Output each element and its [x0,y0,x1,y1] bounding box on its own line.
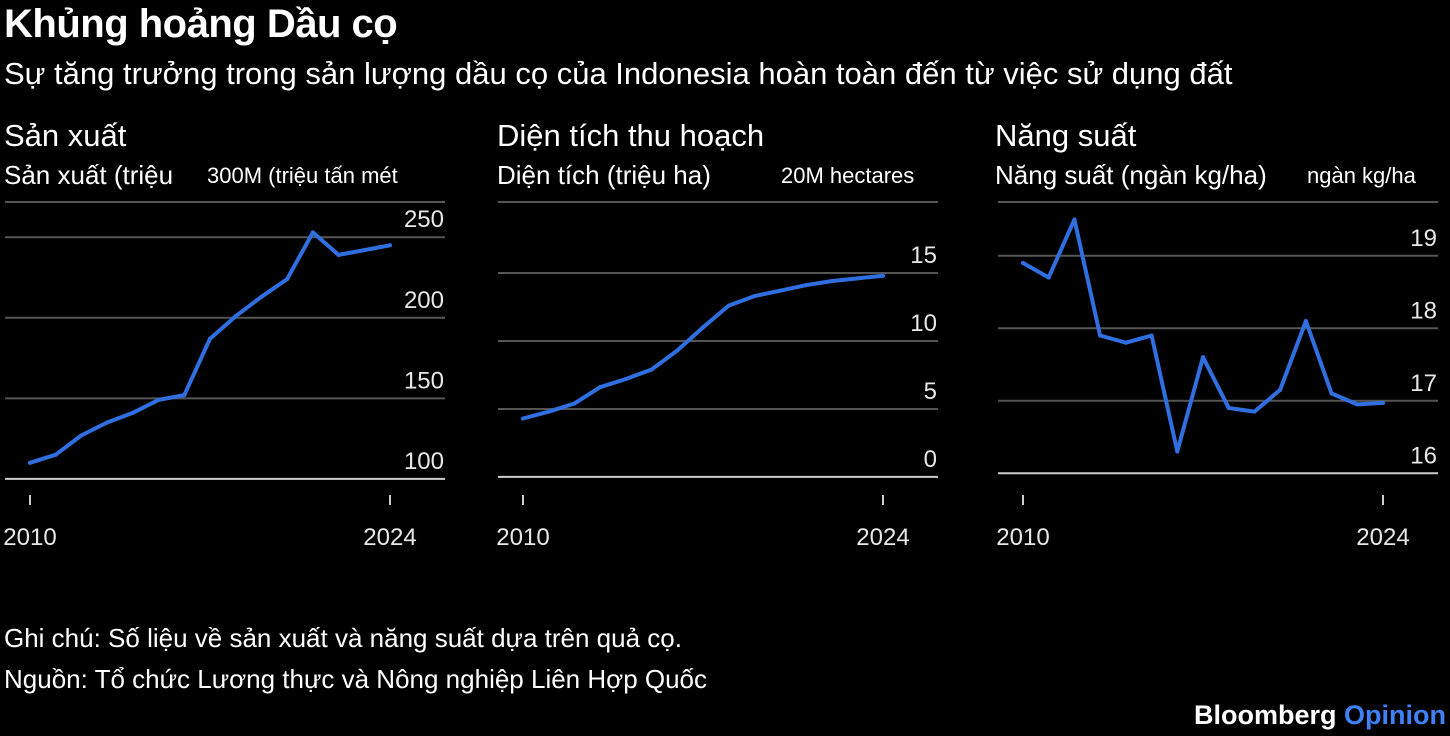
yield-y-tick-label: 18 [1410,297,1437,324]
production-data-point [362,248,367,253]
production-data-point [259,294,264,299]
production-series-line [28,230,392,465]
yield-data-point [1329,391,1334,396]
yield-data-point [1252,409,1257,414]
brand-accent: Opinion [1344,700,1446,730]
production-data-point [28,460,32,465]
panel-axis-unit-production: 300M (triệu tấn mét [207,163,398,188]
production-chart: 100 150 200 250 2010 2024 [3,201,445,551]
harvested-area-y-tick-label: 15 [910,242,937,269]
harvested-area-data-point [649,367,654,372]
panel-axis-unit-yield: ngàn kg/ha [1307,163,1416,188]
yield-data-point [1303,319,1308,323]
harvested-area-data-point [598,385,603,390]
production-y-tick-label: 150 [404,367,444,394]
production-y-tick-label: 200 [404,287,444,314]
production-data-point [182,393,187,398]
production-data-point [156,397,161,402]
panel-axis-unit-harvested-area: 20M hectares [781,163,915,188]
harvested-area-y-tick-label: 5 [924,378,937,405]
yield-data-point [1278,387,1283,392]
yield-data-point [1355,402,1360,407]
production-data-point [208,336,212,341]
production-data-point [53,452,58,457]
production-y-tick-label: 250 [404,206,444,233]
panel-unit-harvested-area: Diện tích (triệu ha) [497,160,711,190]
harvested-area-chart: 0 5 10 15 2010 2024 [496,201,938,551]
production-data-point [105,420,110,425]
panel-title-harvested-area: Diện tích thu hoạch [497,118,765,153]
chart-title: Khủng hoảng Dầu cọ [4,2,398,46]
harvested-area-data-point [726,303,731,308]
yield-data-point [1149,333,1154,338]
harvested-area-data-point [701,325,705,330]
harvested-area-data-point [778,288,783,293]
footnote: Ghi chú: Số liệu về sản xuất và năng suấ… [4,623,682,653]
production-data-point [79,433,84,438]
panel-unit-yield: Năng suất (ngàn kg/ha) [995,160,1267,190]
harvested-area-data-point [546,409,551,414]
panel-title-yield: Năng suất [995,118,1137,153]
harvested-area-x-tick-label: 2024 [856,524,909,551]
yield-series-line [1021,217,1385,454]
production-x-tick-label: 2010 [3,524,56,551]
yield-data-point [1175,449,1180,454]
yield-data-point [1072,217,1077,222]
harvested-area-data-point [881,273,885,278]
harvested-area-series-line [521,273,885,421]
production-data-point [310,230,315,235]
harvested-area-data-point [521,416,525,421]
yield-y-tick-label: 17 [1410,370,1437,397]
production-x-tick-label: 2024 [363,524,416,551]
production-data-point [388,243,392,248]
production-y-tick-label: 100 [404,448,444,475]
harvested-area-data-point [752,294,757,299]
production-data-point [336,252,341,257]
yield-data-point [1201,355,1205,360]
yield-x-tick-label: 2010 [996,524,1049,551]
production-data-point [285,277,290,282]
yield-data-point [1381,400,1385,405]
harvested-area-data-point [572,401,577,406]
harvested-area-data-point [675,348,680,353]
yield-x-tick-label: 2024 [1356,524,1409,551]
source-note: Nguồn: Tổ chức Lương thực và Nông nghiệp… [4,664,708,694]
harvested-area-data-point [623,377,628,382]
yield-data-point [1098,333,1103,338]
chart-subtitle: Sự tăng trưởng trong sản lượng dầu cọ củ… [4,56,1233,91]
yield-data-point [1021,261,1025,265]
yield-y-tick-label: 19 [1410,225,1437,252]
harvested-area-data-point [855,276,860,281]
harvested-area-y-tick-label: 10 [910,310,937,337]
yield-data-point [1226,406,1231,410]
panel-title-production: Sản xuất [4,118,127,153]
harvested-area-data-point [829,279,834,284]
harvested-area-x-tick-label: 2010 [496,524,549,551]
brand-logo: Bloomberg Opinion [1194,700,1446,731]
production-data-point [233,314,238,319]
brand-name: Bloomberg [1193,700,1337,730]
yield-data-point [1123,340,1128,345]
yield-y-tick-label: 16 [1410,442,1437,469]
panel-unit-production: Sản xuất (triệu [4,160,174,190]
yield-data-point [1046,275,1051,280]
yield-chart: 16 17 18 19 2010 2024 [996,201,1438,551]
harvested-area-y-tick-label: 0 [924,446,937,473]
production-data-point [130,410,135,415]
harvested-area-data-point [803,283,808,288]
